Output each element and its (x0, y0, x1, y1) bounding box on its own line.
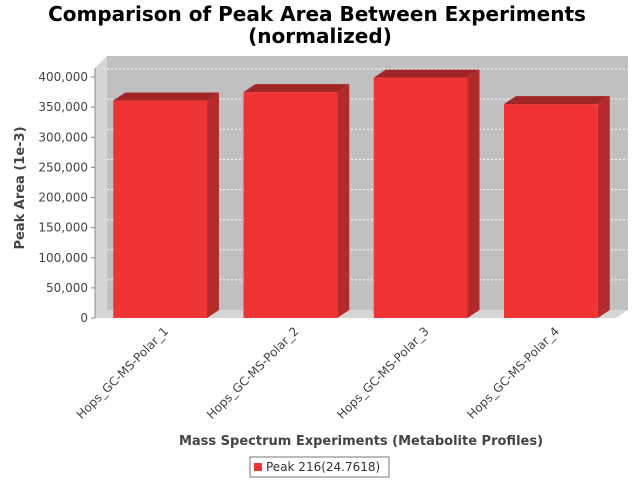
chart-title-line2: (normalized) (248, 24, 392, 48)
y-axis-label: Peak Area (1e-3) (13, 126, 28, 249)
bar (113, 100, 208, 318)
x-tick-label: Hops_GC-MS-Polar_3 (334, 324, 432, 422)
bar-top (243, 84, 350, 93)
y-tick-label: 0 (80, 311, 88, 325)
legend: Peak 216(24.7618) (249, 456, 390, 478)
bar (503, 104, 598, 318)
bar (373, 77, 468, 319)
x-tick-label: Hops_GC-MS-Polar_1 (74, 324, 172, 422)
y-tick-label: 150,000 (38, 221, 88, 235)
chart-title-line1: Comparison of Peak Area Between Experime… (48, 2, 586, 26)
bar-side (337, 84, 350, 319)
y-tick-label: 200,000 (38, 191, 88, 205)
y-tick-label: 350,000 (38, 100, 88, 114)
legend-label: Peak 216(24.7618) (266, 460, 380, 474)
x-tick-label: Hops_GC-MS-Polar_4 (464, 324, 562, 422)
y-tick-label: 50,000 (46, 281, 88, 295)
gridlines (107, 68, 628, 281)
bars (113, 69, 610, 319)
legend-box (249, 456, 390, 478)
y-tick-label: 250,000 (38, 160, 88, 174)
legend-swatch (254, 463, 262, 471)
bar-top (503, 96, 610, 105)
x-tick-label: Hops_GC-MS-Polar_2 (204, 324, 302, 422)
y-tick-label: 100,000 (38, 251, 88, 265)
x-axis: Hops_GC-MS-Polar_1 Hops_GC-MS-Polar_2 Hops… (74, 324, 562, 422)
y-tick-label: 300,000 (38, 130, 88, 144)
bar (243, 92, 338, 319)
x-axis-label: Mass Spectrum Experiments (Metabolite Pr… (179, 434, 543, 449)
plot-floor (95, 310, 628, 318)
bar-side (467, 69, 480, 319)
bar-top (373, 69, 480, 78)
bar-side (207, 92, 220, 318)
plot-left-wall (95, 56, 107, 318)
bar-top (113, 92, 220, 101)
y-tick-label: 400,000 (38, 70, 88, 84)
plot-back-wall (107, 56, 628, 310)
bar-side (597, 96, 610, 318)
y-axis: 0 50,000 100,000 150,000 200,000 250,000 300,0… (38, 68, 96, 325)
